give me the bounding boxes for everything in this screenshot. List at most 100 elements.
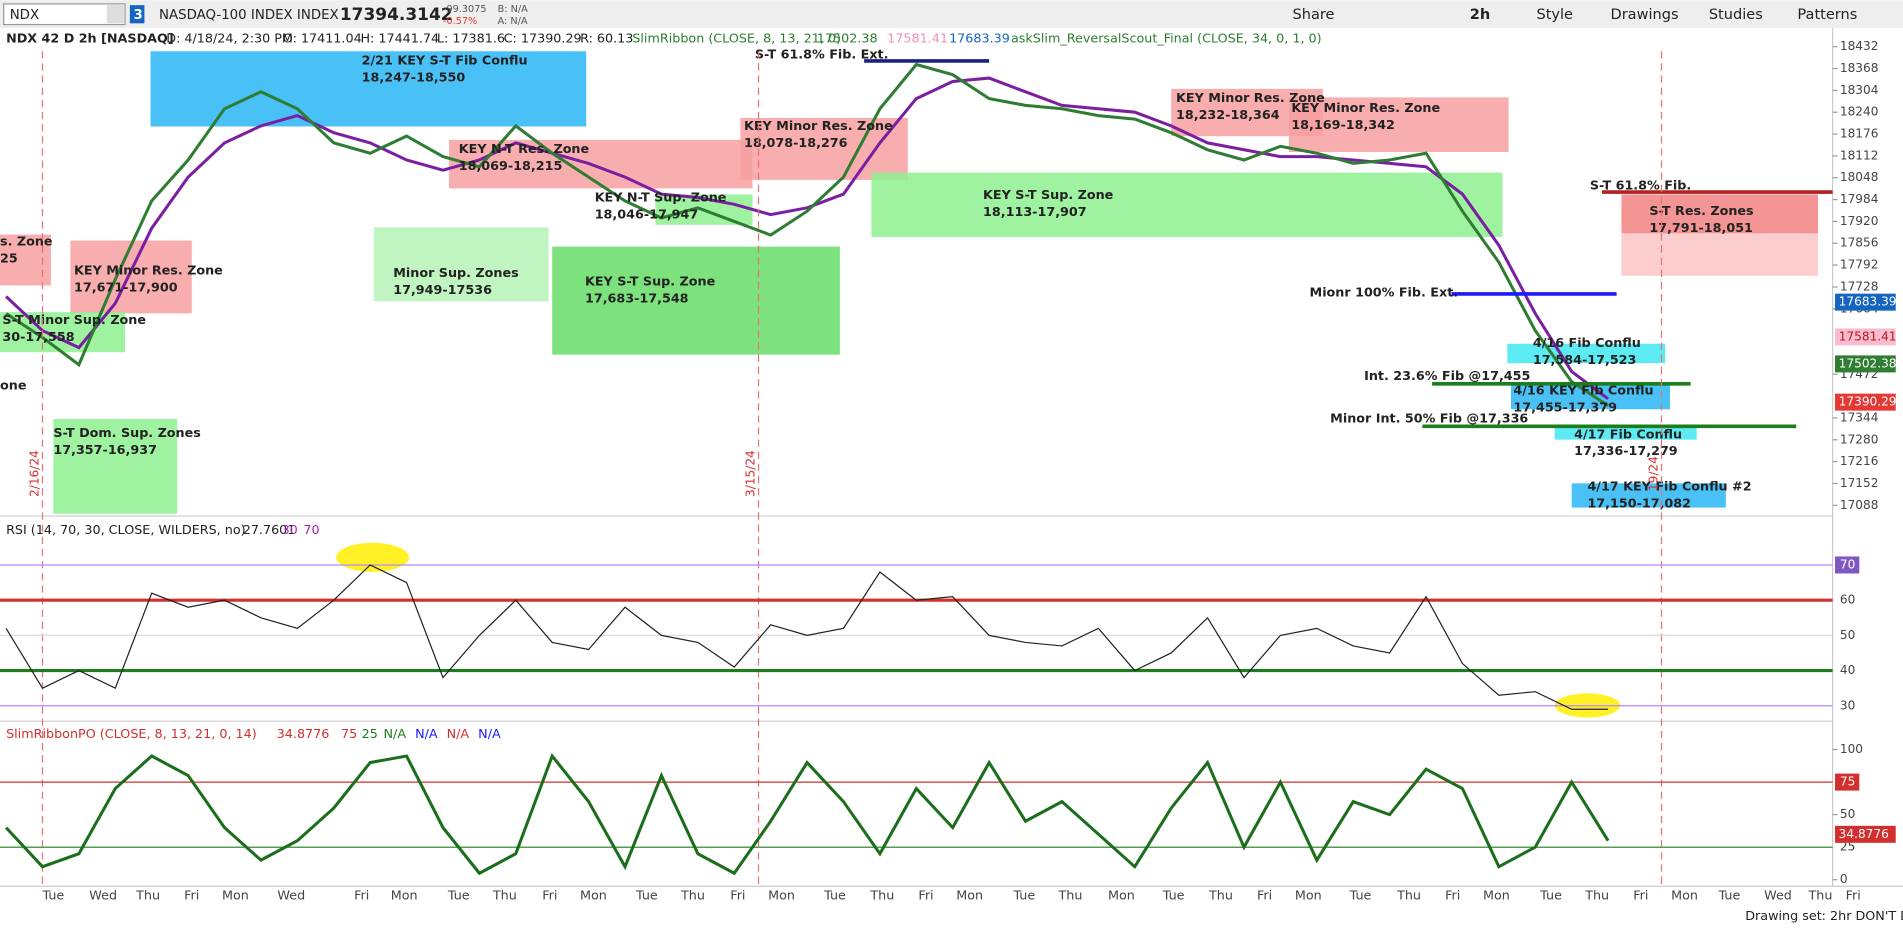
x-tick-label: Thu [1584,888,1609,903]
zone-title: 4/17 Fib Conflu [1574,427,1682,442]
pct-change: -0.57% [443,16,477,27]
po-last-badge-label: 34.8776 [1839,827,1889,841]
fib-label: Mionr 100% Fib. Ext. [1310,285,1459,300]
header-ribbon-value: 17581.41 [887,32,948,47]
zone-range: 17,584-17,523 [1533,353,1637,368]
price-badge-label: 17581.41 [1839,329,1897,343]
x-tick-label: Mon [1295,888,1322,903]
zone-title: s. Zone [0,234,53,249]
rsi-band: 70 [303,523,319,538]
zone-range: 17,150-17,082 [1587,496,1691,511]
po-band: 75 [341,727,357,742]
toolbar [0,0,1903,29]
ask: A: N/A [498,16,528,27]
symbol-dropdown[interactable] [106,5,124,24]
status-text: Drawing set: 2hr DON'T DELE... [1745,909,1903,924]
header-close: C: 17390.29 [504,32,582,47]
toolbar-button-label: Style [1536,6,1573,23]
rsi-badge [1835,556,1860,574]
x-tick-label: Mon [222,888,249,903]
zone-range: 17,455-17,379 [1513,401,1617,416]
zone-title: 4/16 KEY Fib Conflu [1513,384,1653,399]
zone-title: S-T Res. Zones [1649,204,1753,219]
zone-range: 18,247-18,550 [362,70,466,85]
rsi-tick-label: 50 [1840,628,1855,642]
x-tick-label: Thu [1396,888,1421,903]
po-badge [1835,773,1860,791]
date-label: 2/16/24 [28,450,42,497]
rsi-title: RSI (14, 70, 30, CLOSE, WILDERS, no) [6,523,246,538]
zone-title: KEY Minor Res. Zone [1176,91,1325,106]
toolbar-button-label: Studies [1709,6,1763,23]
x-tick-label: Thu [680,888,705,903]
toolbar-button-label: Patterns [1797,6,1857,23]
y-tick-label: 18240 [1840,105,1879,119]
x-tick-label: Thu [1057,888,1082,903]
x-tick-label: Mon [768,888,795,903]
zone-title: KEY N-T Res. Zone [459,142,590,157]
price-badge-label: 17683.39 [1839,295,1897,309]
x-tick-label: Mon [1108,888,1135,903]
zone-box [70,240,192,314]
rsi-band: 30 [282,523,298,538]
x-tick-label: Fri [1633,888,1648,903]
y-tick-label: 17344 [1840,410,1879,424]
zone-range: 18,113-17,907 [983,205,1087,220]
date-label: 19/24 [1647,456,1661,491]
toolbar-button-label: 2h [1470,6,1490,23]
zone-range: 25 [0,251,18,266]
po-tick-label: 75 [1840,775,1855,789]
zone-box [1510,385,1670,410]
toolbar-button-label: Share [1293,6,1335,23]
fib-label: Int. 23.6% Fib @17,455 [1364,369,1530,384]
zone-range: 17,949-17536 [393,283,492,298]
zone-range: 18,069-18,215 [459,159,563,174]
po-tick-label: 25 [1840,840,1855,854]
header-ribbon-value: 17683.39 [949,32,1010,47]
header-high: H: 17441.74 [360,32,439,47]
zone-title: KEY Minor Res. Zone [74,263,223,278]
zone-box [740,118,908,180]
x-tick-label: Thu [869,888,894,903]
zone-range: 17,791-18,051 [1649,221,1753,236]
zone-title: 2/21 KEY S-T Fib Conflu [362,53,528,68]
exchange-badge: 3 [134,8,143,23]
zone-range: 17,671-17,900 [74,280,178,295]
price-badge [1835,328,1896,346]
header-low: L: 17381.6 [437,32,505,47]
x-tick-label: Tue [635,888,658,903]
header-range: R: 60.13 [580,32,633,47]
x-tick-label: Tue [42,888,65,903]
zone-title: KEY N-T Sup. Zone [595,191,727,206]
zone-range: 18,046-17,947 [595,208,699,223]
y-tick-label: 18176 [1840,127,1879,141]
price-badge [1835,293,1896,311]
x-tick-label: Tue [1162,888,1185,903]
y-tick-label: 18368 [1840,61,1879,75]
header-ribbon-value: 17502.38 [817,32,878,47]
toolbar-button-label: Drawings [1611,6,1679,23]
x-tick-label: Fri [1257,888,1272,903]
x-tick-label: Mon [1671,888,1698,903]
y-tick-label: 18432 [1840,39,1879,53]
x-tick-label: Tue [1718,888,1741,903]
zone-box [373,227,549,302]
zone-box [150,51,587,127]
series-line [5,564,1609,710]
y-tick-label: 17792 [1840,258,1879,272]
header-study: SlimRibbon (CLOSE, 8, 13, 21, 0) [632,32,841,47]
zone-range: 18,169-18,342 [1291,118,1395,133]
rsi-tick-label: 40 [1840,663,1855,677]
price-badge [1835,393,1896,411]
symbol-box[interactable] [3,3,126,26]
y-tick-label: 17984 [1840,192,1879,206]
price-badge-label: 17502.38 [1839,356,1897,370]
bid: B: N/A [498,4,528,15]
zone-box [1571,483,1726,508]
y-tick-label: 17856 [1840,236,1879,250]
x-tick-label: Wed [1764,888,1792,903]
header-study: askSlim_ReversalScout_Final (CLOSE, 34, … [1011,32,1322,47]
rsi-tick-label: 70 [1840,557,1855,571]
